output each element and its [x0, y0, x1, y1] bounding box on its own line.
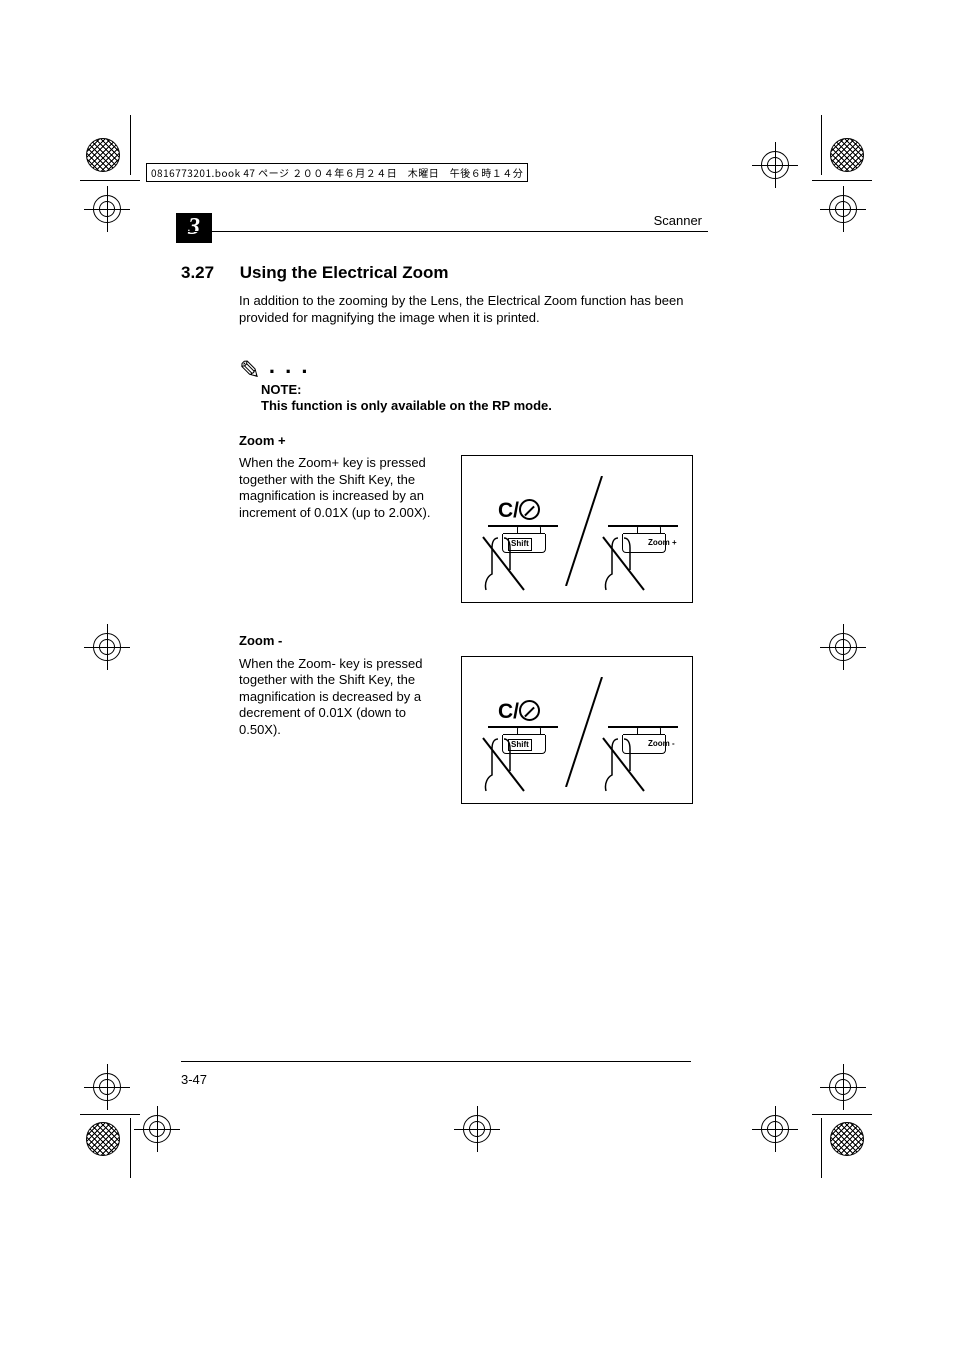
register-bottom-left — [90, 1070, 124, 1104]
section-title: Using the Electrical Zoom — [240, 263, 449, 282]
register-mid-right — [826, 630, 860, 664]
c-clear-label: C/ — [498, 498, 540, 525]
note-dots-icon: . . . — [261, 353, 310, 378]
crop-hair — [130, 1118, 131, 1178]
crop-hair — [80, 1114, 140, 1115]
header-rule — [179, 231, 708, 232]
zoom-plus-figure: C/ Shift Zoom + — [461, 455, 693, 603]
crop-hair — [821, 115, 822, 175]
crop-hair — [812, 180, 872, 181]
register-bottom-right-b — [758, 1112, 792, 1146]
footer-rule — [181, 1061, 691, 1062]
zoom-minus-text: When the Zoom- key is pressed together w… — [239, 656, 449, 738]
running-header: 0816773201.book 47 ページ ２００４年６月２４日 木曜日 午後… — [146, 163, 528, 182]
register-bottom-left-b — [140, 1112, 174, 1146]
clear-icon — [519, 700, 540, 721]
zoom-key-label: Zoom - — [648, 739, 675, 749]
zoom-minus-heading: Zoom - — [239, 633, 694, 650]
clear-icon — [519, 499, 540, 520]
crop-hair — [130, 115, 131, 175]
page-number: 3-47 — [181, 1072, 207, 1087]
note-icon: ✎ — [239, 354, 261, 387]
zoom-key-label: Zoom + — [648, 538, 677, 548]
register-top-right-a — [758, 148, 792, 182]
crop-hair — [80, 180, 140, 181]
register-mid-left — [90, 630, 124, 664]
note-title: NOTE: — [261, 382, 694, 399]
zoom-plus-text: When the Zoom+ key is pressed together w… — [239, 455, 449, 521]
finger-icon — [600, 735, 650, 795]
register-top-left — [90, 192, 124, 226]
intro-paragraph: In addition to the zooming by the Lens, … — [239, 293, 694, 326]
finger-icon — [480, 534, 530, 594]
zoom-plus-row: When the Zoom+ key is pressed together w… — [239, 455, 694, 603]
note-block: ✎ . . . NOTE: This function is only avai… — [239, 348, 694, 415]
zoom-minus-row: When the Zoom- key is pressed together w… — [239, 656, 694, 804]
note-body: This function is only available on the R… — [261, 398, 694, 415]
register-bottom-right-a — [826, 1070, 860, 1104]
register-top-right-b — [826, 192, 860, 226]
register-bottom-center — [460, 1112, 494, 1146]
crop-hair — [812, 1114, 872, 1115]
chapter-number-box: 3 — [176, 213, 212, 243]
zoom-plus-heading: Zoom + — [239, 433, 694, 450]
finger-icon — [600, 534, 650, 594]
section-number: 3.27 — [181, 263, 235, 283]
chapter-label: Scanner — [654, 213, 702, 228]
crop-hair — [821, 1118, 822, 1178]
c-clear-label: C/ — [498, 699, 540, 726]
zoom-minus-figure: C/ Shift Zoom - — [461, 656, 693, 804]
section-heading: 3.27 Using the Electrical Zoom — [181, 263, 449, 283]
finger-icon — [480, 735, 530, 795]
